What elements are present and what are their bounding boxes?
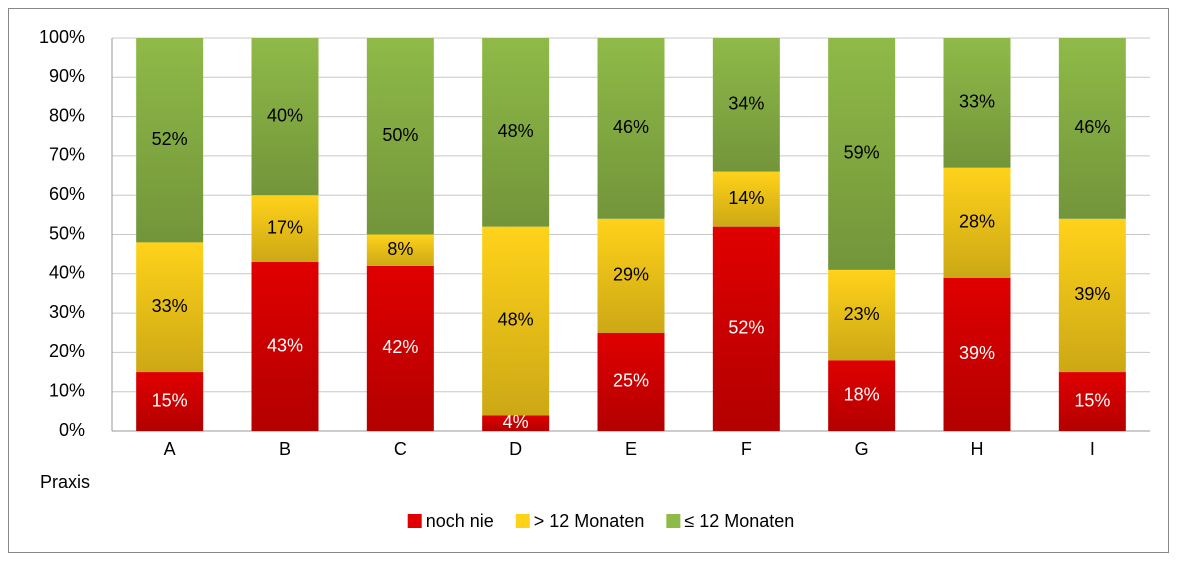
data-label: 42%	[382, 337, 418, 357]
data-label: 50%	[382, 125, 418, 145]
data-label: 40%	[267, 105, 303, 125]
bar-segment	[136, 38, 204, 243]
legend-item: > 12 Monaten	[515, 511, 645, 531]
y-tick-label: 60%	[49, 184, 85, 204]
bar-segment	[136, 242, 204, 373]
bar-segment	[366, 265, 434, 431]
y-tick-label: 80%	[49, 105, 85, 125]
bar-segment	[597, 332, 665, 431]
bar-segment	[136, 372, 204, 431]
data-label: 4%	[503, 412, 529, 432]
y-tick-label: 90%	[49, 66, 85, 86]
legend-item: noch nie	[407, 511, 494, 531]
x-tick-label: E	[625, 439, 637, 459]
data-label: 39%	[959, 343, 995, 363]
bar-segment	[251, 38, 319, 196]
data-label: 46%	[1074, 117, 1110, 137]
bar-segment	[943, 167, 1011, 278]
x-tick-label: B	[279, 439, 291, 459]
bar-segment	[828, 269, 896, 361]
data-label: 46%	[613, 117, 649, 137]
legend-swatch	[666, 514, 681, 528]
data-label: 18%	[844, 384, 880, 404]
y-tick-label: 70%	[49, 145, 85, 165]
bar-segment	[482, 38, 550, 227]
data-label: 48%	[498, 310, 534, 330]
data-label: 48%	[498, 121, 534, 141]
data-label: 23%	[844, 304, 880, 324]
bar-segment	[251, 262, 319, 431]
data-label: 59%	[844, 143, 880, 163]
bar-segment	[712, 38, 780, 172]
x-tick-label: G	[855, 439, 869, 459]
data-label: 8%	[387, 239, 413, 259]
legend-label: noch nie	[426, 511, 494, 531]
y-tick-label: 0%	[59, 420, 85, 440]
y-tick-label: 40%	[49, 263, 85, 283]
x-tick-label: F	[741, 439, 752, 459]
legend-label: ≤ 12 Monaten	[684, 511, 794, 531]
data-label: 17%	[267, 217, 303, 237]
bar-segment	[943, 38, 1011, 168]
data-label: 52%	[152, 129, 188, 149]
bar-segment	[251, 195, 319, 263]
y-tick-label: 50%	[49, 223, 85, 243]
bar-segment	[1058, 372, 1126, 431]
y-tick-label: 20%	[49, 341, 85, 361]
bar-segment	[366, 234, 434, 266]
x-axis-label: Praxis	[40, 472, 90, 492]
bar-segment	[366, 38, 434, 235]
data-label: 15%	[152, 390, 188, 410]
x-tick-label: A	[164, 439, 176, 459]
y-tick-label: 10%	[49, 380, 85, 400]
y-tick-label: 100%	[39, 27, 85, 47]
bar-segment	[712, 226, 780, 431]
data-label: 52%	[728, 318, 764, 338]
legend-swatch	[407, 514, 422, 528]
bar-segment	[1058, 218, 1126, 373]
bar-segment	[597, 38, 665, 219]
data-label: 34%	[728, 94, 764, 114]
bar-segment	[1058, 38, 1126, 219]
data-label: 28%	[959, 211, 995, 231]
data-label: 39%	[1074, 284, 1110, 304]
bar-segment	[943, 277, 1011, 431]
data-label: 15%	[1074, 390, 1110, 410]
legend-swatch	[515, 514, 530, 528]
data-label: 33%	[959, 92, 995, 112]
bar-segment	[828, 38, 896, 270]
y-tick-label: 30%	[49, 302, 85, 322]
data-label: 43%	[267, 335, 303, 355]
data-label: 33%	[152, 296, 188, 316]
legend-label: > 12 Monaten	[534, 511, 645, 531]
data-label: 25%	[613, 371, 649, 391]
bar-segment	[482, 415, 550, 431]
data-label: 29%	[613, 265, 649, 285]
x-tick-label: I	[1090, 439, 1095, 459]
data-label: 14%	[728, 188, 764, 208]
x-tick-label: H	[971, 439, 984, 459]
bar-segment	[828, 360, 896, 431]
legend-item: ≤ 12 Monaten	[666, 511, 794, 531]
x-tick-label: D	[509, 439, 522, 459]
bar-segment	[482, 226, 550, 416]
bar-segment	[712, 171, 780, 227]
x-tick-label: C	[394, 439, 407, 459]
bar-segment	[597, 218, 665, 333]
